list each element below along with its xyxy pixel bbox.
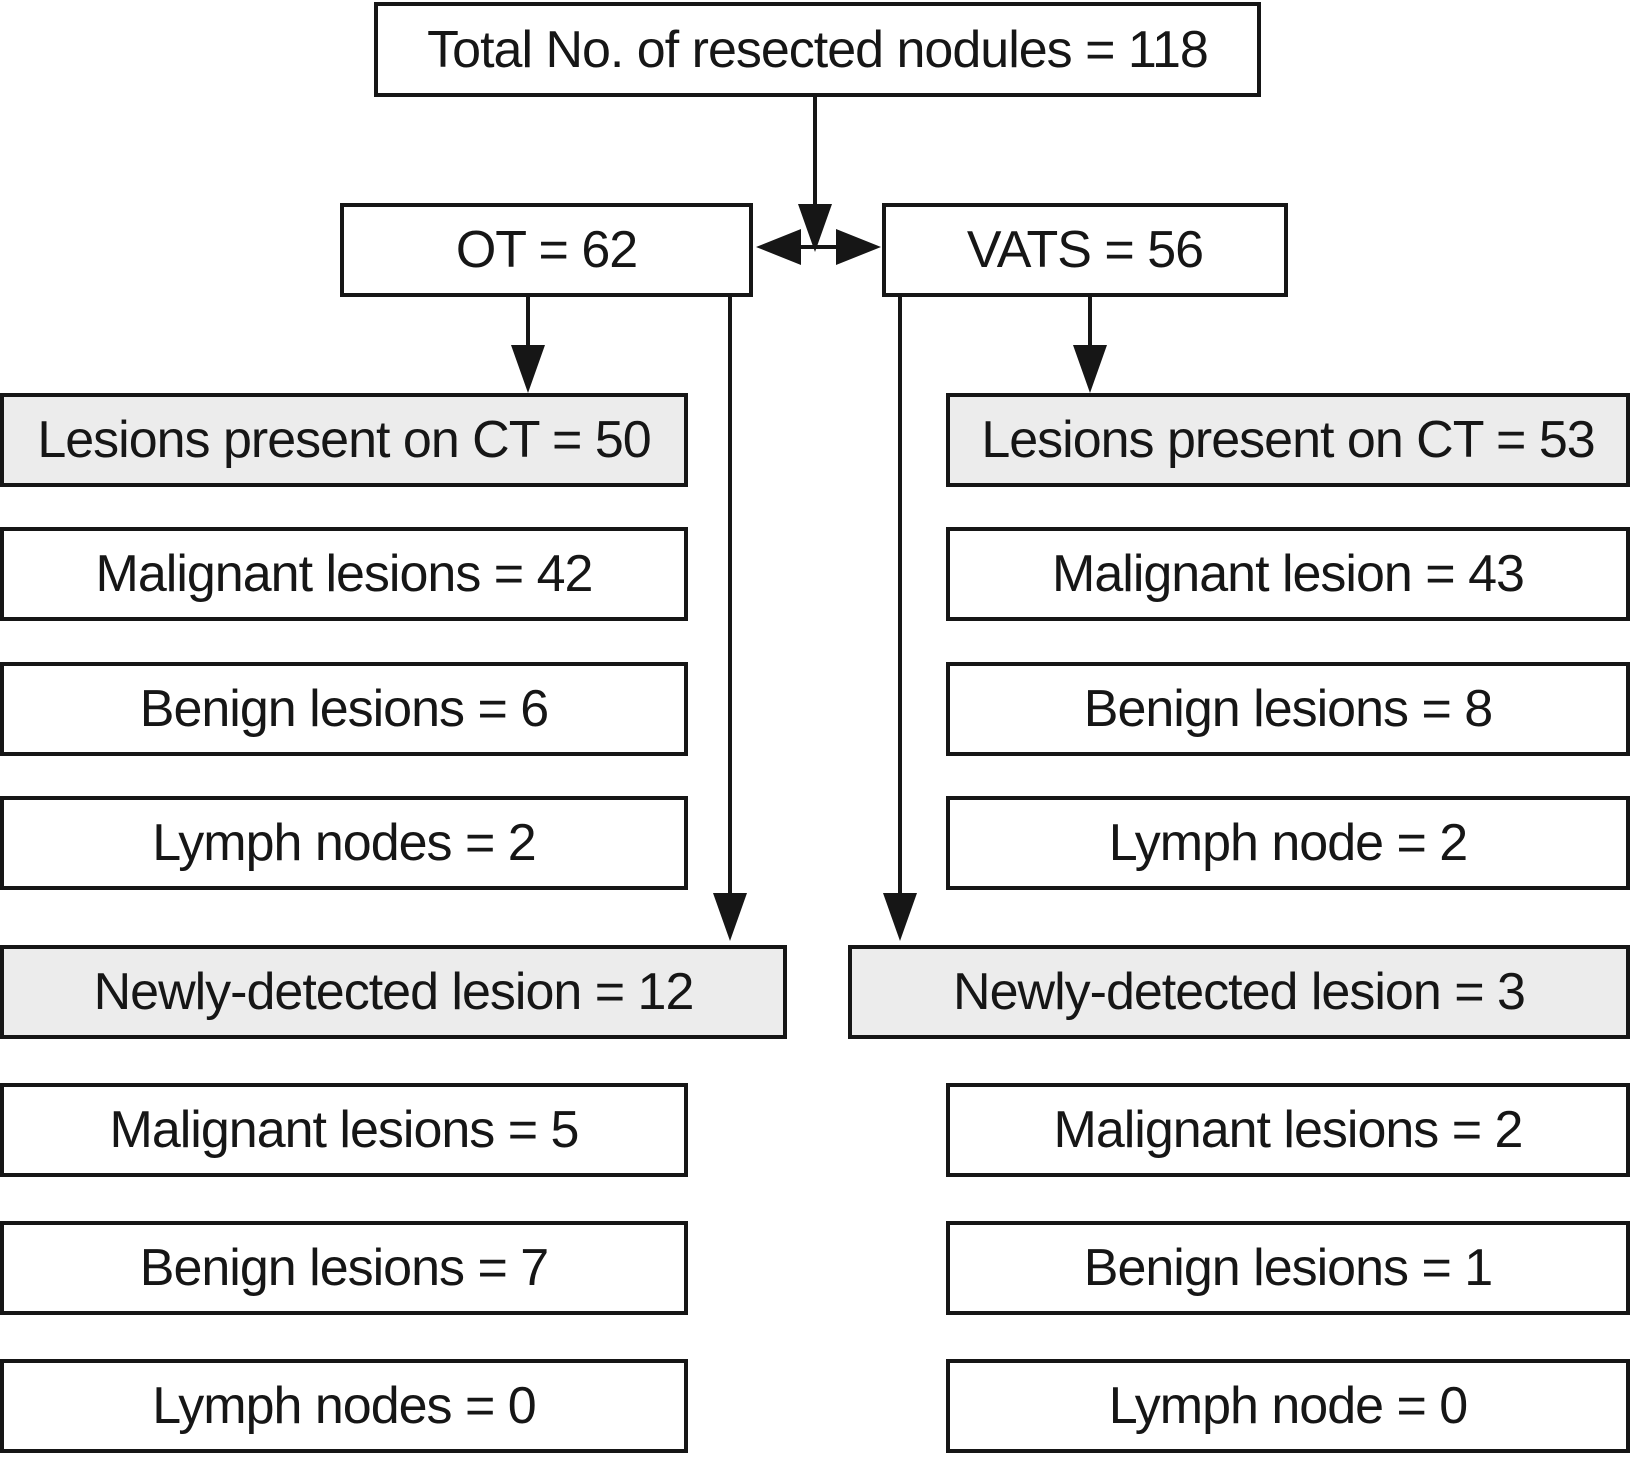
arrow-total-line: [813, 97, 817, 205]
box-right-newly-benign: Benign lesions = 1: [946, 1221, 1630, 1315]
box-right-newly-detected: Newly-detected lesion = 3: [848, 945, 1630, 1039]
box-left-newly-malignant: Malignant lesions = 5: [0, 1083, 688, 1177]
arrow-ot-to-ct-head-icon: [511, 345, 545, 393]
arrow-ot-to-newly-head-icon: [713, 893, 747, 941]
arrow-ot-vats-shaft: [772, 245, 864, 249]
box-left-malignant-lesions: Malignant lesions = 42: [0, 527, 688, 621]
arrow-vats-to-newly-head-icon: [883, 893, 917, 941]
arrow-ot-vats-left-head-icon: [756, 229, 801, 265]
arrow-vats-to-ct-line: [1088, 295, 1092, 347]
arrow-ot-vats-right-head-icon: [836, 229, 881, 265]
arrow-vats-to-newly-line: [898, 295, 902, 895]
arrow-ot-to-newly-line: [728, 295, 732, 895]
box-right-benign-lesions: Benign lesions = 8: [946, 662, 1630, 756]
box-left-lymph-nodes: Lymph nodes = 2: [0, 796, 688, 890]
arrow-ot-to-ct-line: [526, 295, 530, 347]
box-vats: VATS = 56: [882, 203, 1288, 297]
box-right-lesions-on-ct: Lesions present on CT = 53: [946, 393, 1630, 487]
box-right-lymph-node: Lymph node = 2: [946, 796, 1630, 890]
box-left-newly-benign: Benign lesions = 7: [0, 1221, 688, 1315]
box-ot: OT = 62: [340, 203, 753, 297]
box-left-newly-detected: Newly-detected lesion = 12: [0, 945, 787, 1039]
box-total-nodules: Total No. of resected nodules = 118: [374, 2, 1261, 97]
box-left-benign-lesions: Benign lesions = 6: [0, 662, 688, 756]
box-left-newly-lymph: Lymph nodes = 0: [0, 1359, 688, 1453]
box-right-newly-malignant: Malignant lesions = 2: [946, 1083, 1630, 1177]
arrow-total-head-icon: [798, 204, 832, 252]
box-right-newly-lymph: Lymph node = 0: [946, 1359, 1630, 1453]
box-right-malignant-lesion: Malignant lesion = 43: [946, 527, 1630, 621]
arrow-vats-to-ct-head-icon: [1073, 345, 1107, 393]
box-left-lesions-on-ct: Lesions present on CT = 50: [0, 393, 688, 487]
